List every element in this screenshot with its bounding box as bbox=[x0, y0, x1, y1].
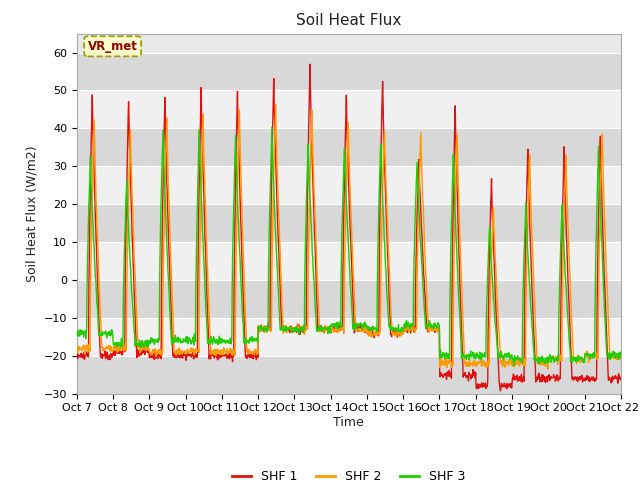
Title: Soil Heat Flux: Soil Heat Flux bbox=[296, 13, 401, 28]
Bar bbox=[77, 242, 621, 280]
Bar bbox=[77, 166, 621, 204]
Bar bbox=[77, 204, 621, 242]
X-axis label: Time: Time bbox=[333, 416, 364, 429]
Bar bbox=[77, 90, 621, 128]
Bar bbox=[77, 52, 621, 90]
Bar bbox=[77, 356, 621, 394]
Y-axis label: Soil Heat Flux (W/m2): Soil Heat Flux (W/m2) bbox=[25, 145, 38, 282]
Legend: SHF 1, SHF 2, SHF 3: SHF 1, SHF 2, SHF 3 bbox=[227, 465, 470, 480]
Bar bbox=[77, 280, 621, 318]
Text: VR_met: VR_met bbox=[88, 40, 138, 53]
Bar bbox=[77, 128, 621, 166]
Bar bbox=[77, 318, 621, 356]
